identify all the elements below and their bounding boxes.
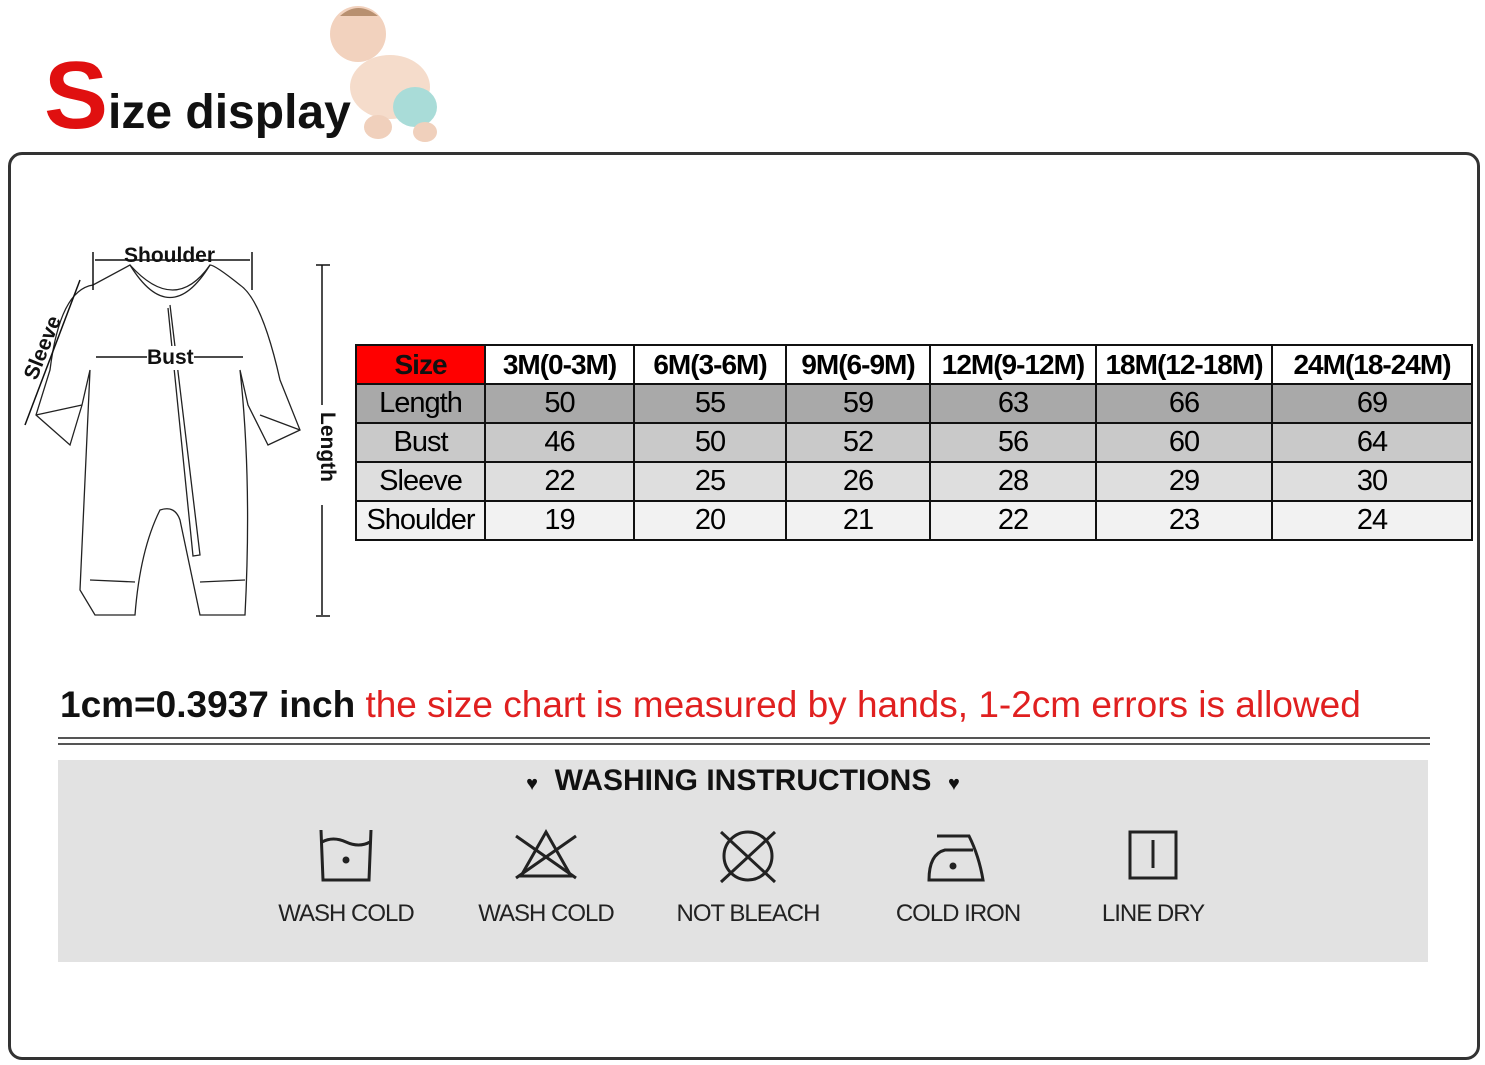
care-label: WASH COLD <box>478 900 614 927</box>
table-cell: 63 <box>929 383 1097 424</box>
heart-icon: ♥ <box>526 773 538 795</box>
table-cell: 59 <box>785 383 931 424</box>
table-cell: 25 <box>633 461 787 502</box>
title-rest: ize display <box>108 86 351 139</box>
table-cell: 22 <box>484 461 635 502</box>
iron-icon <box>927 834 985 882</box>
row-label: Length <box>355 383 486 424</box>
bust-label: Bust <box>147 346 194 370</box>
table-cell: 28 <box>929 461 1097 502</box>
content-frame <box>8 152 1480 1060</box>
measurement-note: 1cm=0.3937 inch the size chart is measur… <box>60 684 1361 726</box>
table-cell: 21 <box>785 500 931 541</box>
table-cell: 69 <box>1271 383 1473 424</box>
divider <box>58 743 1430 745</box>
wash-tub-icon <box>319 829 373 882</box>
table-cell: 55 <box>633 383 787 424</box>
care-item: WASH COLD <box>266 826 426 928</box>
table-cell: 50 <box>484 383 635 424</box>
size-table-header: Size 3M(0-3M) 6M(3-6M) 9M(6-9M) 12M(9-12M) 18… <box>355 344 1473 385</box>
table-row: Shoulder 19 20 21 22 23 24 <box>355 500 1473 541</box>
size-column-header: 3M(0-3M) <box>484 344 635 385</box>
romper-diagram <box>24 252 330 617</box>
table-cell: 20 <box>633 500 787 541</box>
table-cell: 56 <box>929 422 1097 463</box>
care-label: LINE DRY <box>1101 900 1205 927</box>
table-cell: 29 <box>1095 461 1273 502</box>
size-column-header: 24M(18-24M) <box>1271 344 1473 385</box>
table-cell: 19 <box>484 500 635 541</box>
shoulder-label: Shoulder <box>124 244 216 267</box>
care-item: NOT BLEACH <box>668 826 828 928</box>
care-label: NOT BLEACH <box>676 900 821 927</box>
table-cell: 26 <box>785 461 931 502</box>
length-label: Length <box>315 412 339 482</box>
conversion-text: 1cm=0.3937 inch <box>60 684 356 725</box>
size-column-header: 6M(3-6M) <box>633 344 787 385</box>
size-column-header: 18M(12-18M) <box>1095 344 1273 385</box>
care-item: COLD IRON <box>878 826 1038 928</box>
size-column-header: 9M(6-9M) <box>785 344 931 385</box>
table-cell: 22 <box>929 500 1097 541</box>
table-cell: 24 <box>1271 500 1473 541</box>
no-tumble-dry-icon <box>719 830 777 884</box>
page-title: Size display <box>44 48 351 144</box>
table-cell: 52 <box>785 422 931 463</box>
heart-icon: ♥ <box>948 773 960 795</box>
size-header-cell: Size <box>355 344 486 385</box>
care-item: LINE DRY <box>1073 826 1233 928</box>
washing-instructions-panel: ♥ WASHING INSTRUCTIONS ♥ WASH COLD WASH … <box>58 760 1428 962</box>
size-column-header: 12M(9-12M) <box>929 344 1097 385</box>
table-cell: 60 <box>1095 422 1273 463</box>
care-label: WASH COLD <box>278 900 414 927</box>
line-dry-icon <box>1128 830 1178 880</box>
table-cell: 50 <box>633 422 787 463</box>
care-label: COLD IRON <box>895 900 1021 927</box>
washing-title: ♥ WASHING INSTRUCTIONS ♥ <box>58 764 1428 798</box>
table-cell: 23 <box>1095 500 1273 541</box>
no-bleach-triangle-icon <box>515 828 577 880</box>
disclaimer-text: the size chart is measured by hands, 1-2… <box>365 684 1361 725</box>
size-table: Size 3M(0-3M) 6M(3-6M) 9M(6-9M) 12M(9-12M) 18… <box>355 344 1473 541</box>
row-label: Shoulder <box>355 500 486 541</box>
table-cell: 64 <box>1271 422 1473 463</box>
baby-image <box>330 6 437 142</box>
table-row: Length 50 55 59 63 66 69 <box>355 383 1473 424</box>
washing-title-text: WASHING INSTRUCTIONS <box>554 764 932 797</box>
table-row: Sleeve 22 25 26 28 29 30 <box>355 461 1473 502</box>
divider <box>58 737 1430 739</box>
care-item: WASH COLD <box>466 826 626 928</box>
table-cell: 66 <box>1095 383 1273 424</box>
table-cell: 30 <box>1271 461 1473 502</box>
row-label: Sleeve <box>355 461 486 502</box>
title-initial: S <box>44 42 109 149</box>
table-cell: 46 <box>484 422 635 463</box>
table-row: Bust 46 50 52 56 60 64 <box>355 422 1473 463</box>
row-label: Bust <box>355 422 486 463</box>
